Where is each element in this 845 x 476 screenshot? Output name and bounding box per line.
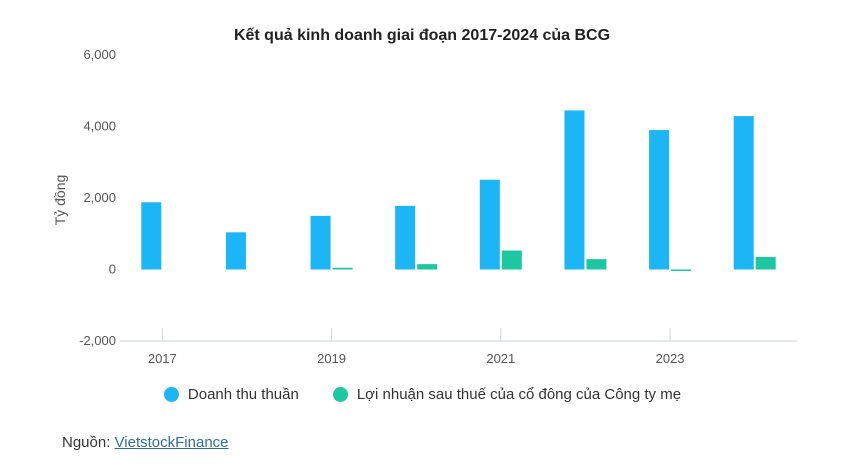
bar-profit-2021[interactable] [501, 250, 522, 270]
source-link[interactable]: VietstockFinance [114, 434, 229, 451]
bar-revenue-2021[interactable] [479, 179, 500, 270]
legend-item-profit[interactable]: Lợi nhuận sau thuế của cổ đông của Công … [332, 386, 682, 403]
bar-profit-2024[interactable] [755, 256, 776, 270]
source-label: Nguồn: [62, 434, 115, 451]
x-tick-label: 2023 [656, 351, 685, 366]
x-tick-label: 2019 [317, 351, 346, 366]
y-tick-label: 6,000 [83, 47, 116, 62]
bar-revenue-2022[interactable] [564, 110, 585, 270]
y-tick-label: 2,000 [83, 190, 116, 205]
x-tick-label: 2017 [148, 351, 177, 366]
bars [141, 110, 776, 272]
bar-revenue-2023[interactable] [649, 130, 670, 270]
x-axis-ticks: 2017 2019 2021 2023 [148, 328, 685, 366]
bar-profit-2022[interactable] [586, 259, 607, 270]
bar-revenue-2019[interactable] [310, 215, 331, 270]
bar-revenue-2024[interactable] [733, 116, 754, 270]
legend-marker-profit [332, 387, 348, 402]
y-tick-label: 0 [109, 262, 116, 277]
bar-profit-2020[interactable] [417, 264, 438, 270]
x-tick-label: 2021 [486, 351, 515, 366]
bar-revenue-2020[interactable] [395, 205, 416, 270]
legend-label-profit: Lợi nhuận sau thuế của cổ đông của Công … [356, 386, 682, 403]
chart-title: Kết quả kinh doanh giai đoạn 2017-2024 c… [234, 27, 610, 44]
legend-item-revenue[interactable]: Doanh thu thuần [163, 386, 299, 403]
legend-label-revenue: Doanh thu thuần [187, 386, 299, 403]
bar-revenue-2018[interactable] [225, 232, 246, 270]
y-tick-label: -2,000 [79, 333, 116, 348]
y-axis-ticks: 6,000 4,000 2,000 0 -2,000 [79, 47, 116, 348]
source-note: Nguồn: VietstockFinance [62, 434, 229, 451]
legend-marker-revenue [163, 387, 179, 402]
bar-revenue-2017[interactable] [141, 202, 162, 270]
bar-profit-2019[interactable] [332, 267, 353, 270]
legend: Doanh thu thuần Lợi nhuận sau thuế của c… [0, 386, 845, 403]
bar-profit-2023[interactable] [671, 269, 692, 272]
y-tick-label: 4,000 [83, 119, 116, 134]
y-axis-title: Tỷ đồng [52, 175, 68, 226]
